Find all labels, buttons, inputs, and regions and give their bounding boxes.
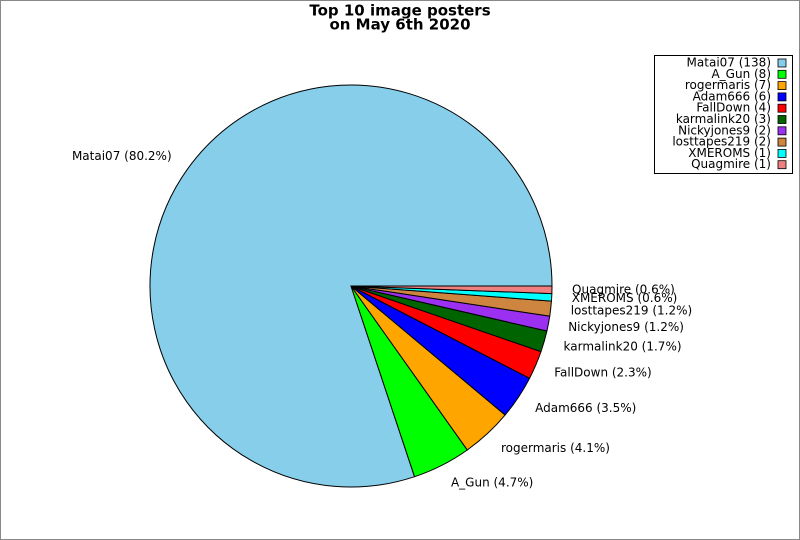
legend-label: rogermaris (7) <box>685 78 771 92</box>
legend-box <box>654 55 793 174</box>
legend-label: Adam666 (6) <box>693 89 771 103</box>
slice-label: A_Gun (4.7%) <box>451 476 533 490</box>
legend-label: karmalink20 (3) <box>676 112 771 126</box>
slice-label: Adam666 (3.5%) <box>535 401 636 415</box>
legend-swatch <box>777 126 787 136</box>
slice-label: rogermaris (4.1%) <box>501 441 610 455</box>
legend-swatch <box>777 92 787 102</box>
slice-label: Quagmire (0.6%) <box>572 283 675 297</box>
chart-title: Top 10 image posters <box>309 2 490 20</box>
legend-label: XMEROMS (1) <box>688 146 771 160</box>
slice-label: karmalink20 (1.7%) <box>564 339 682 353</box>
legend-swatch <box>777 58 787 68</box>
legend-label: Quagmire (1) <box>691 157 771 171</box>
legend-swatch <box>777 160 787 170</box>
legend-label: FallDown (4) <box>696 101 771 115</box>
legend-label: A_Gun (8) <box>711 67 771 81</box>
legend-swatch <box>777 103 787 113</box>
legend-swatch <box>777 81 787 90</box>
chart-title: on May 6th 2020 <box>329 16 470 34</box>
legend-swatch <box>777 69 787 79</box>
legend-swatch <box>777 137 787 147</box>
legend-swatch <box>777 148 787 158</box>
pie-slice <box>350 285 553 295</box>
slice-label: Matai07 (80.2%) <box>72 149 172 163</box>
legend-swatch <box>777 115 787 124</box>
legend-label: Nickyjones9 (2) <box>678 123 771 137</box>
slice-label: FallDown (2.3%) <box>554 366 652 380</box>
slice-label: XMEROMS (0.6%) <box>572 291 678 305</box>
slice-label: Nickyjones9 (1.2%) <box>568 320 684 334</box>
legend-label: Matai07 (138) <box>687 56 771 70</box>
legend-label: losttapes219 (2) <box>672 135 771 149</box>
slice-label: losttapes219 (1.2%) <box>571 303 693 317</box>
